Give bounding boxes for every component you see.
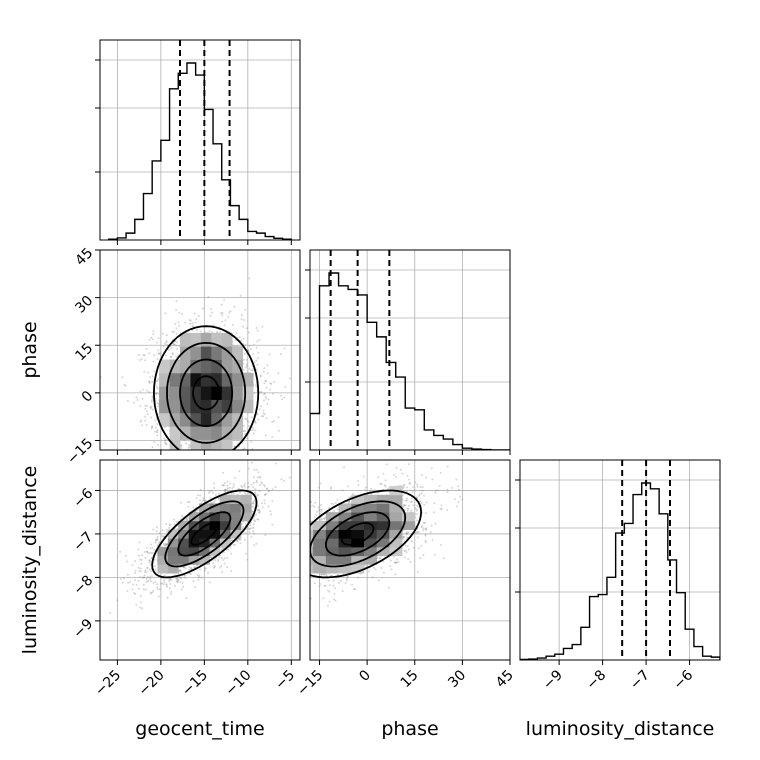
contour-3 bbox=[310, 489, 423, 579]
density-shading bbox=[159, 332, 254, 450]
contour-1 bbox=[177, 511, 232, 557]
scatter-panel-phase-luminosity_distance bbox=[310, 460, 510, 660]
hist-panel-phase bbox=[310, 250, 510, 450]
y-tick-label-phase: 0 bbox=[79, 388, 97, 406]
y-tick-label-phase: −15 bbox=[64, 436, 96, 468]
contour-2 bbox=[166, 341, 247, 444]
density-shading bbox=[157, 494, 252, 574]
histogram-phase bbox=[310, 272, 510, 450]
panel-frame bbox=[99, 249, 301, 451]
histogram-geocent_time bbox=[107, 62, 293, 240]
contour-1 bbox=[179, 358, 234, 428]
y-tick-label-luminosity_distance: −8 bbox=[70, 572, 96, 598]
x-tick-label-luminosity_distance: −8 bbox=[584, 667, 610, 693]
contour-2 bbox=[164, 500, 245, 568]
x-axis-label-luminosity_distance: luminosity_distance bbox=[526, 718, 715, 740]
panel-frame bbox=[309, 459, 511, 661]
contour-0 bbox=[340, 522, 375, 546]
y-axis-label-phase: phase bbox=[19, 321, 41, 378]
y-tick-label-phase: 30 bbox=[72, 293, 96, 317]
x-tick-label-phase: 0 bbox=[356, 667, 374, 685]
contour-0 bbox=[190, 522, 219, 546]
x-tick-label-phase: 30 bbox=[445, 667, 469, 691]
y-axis-label-luminosity_distance: luminosity_distance bbox=[19, 466, 41, 655]
x-tick-label-luminosity_distance: −9 bbox=[540, 667, 566, 693]
x-tick-label-luminosity_distance: −6 bbox=[670, 667, 696, 693]
contour-0 bbox=[192, 375, 220, 411]
hist-panel-geocent_time bbox=[100, 40, 300, 240]
panel-frame bbox=[519, 459, 721, 661]
scatter-panel-geocent_time-phase bbox=[100, 250, 300, 450]
histogram-luminosity_distance bbox=[520, 482, 720, 660]
contour-2 bbox=[310, 500, 407, 568]
density-shading bbox=[310, 486, 416, 574]
x-tick-label-phase: 45 bbox=[493, 667, 517, 691]
x-tick-label-phase: −15 bbox=[294, 667, 326, 699]
panel-frame bbox=[99, 39, 301, 241]
x-tick-label-luminosity_distance: −7 bbox=[627, 667, 653, 693]
y-tick-label-luminosity_distance: −7 bbox=[70, 529, 96, 555]
y-tick-label-luminosity_distance: −9 bbox=[70, 616, 96, 642]
contour-3 bbox=[151, 489, 258, 579]
x-tick-label-geocent_time: −10 bbox=[222, 667, 254, 699]
panel-frame bbox=[99, 459, 301, 661]
x-tick-label-geocent_time: −15 bbox=[179, 667, 211, 699]
x-tick-label-geocent_time: −25 bbox=[92, 667, 124, 699]
contour-1 bbox=[324, 511, 391, 557]
panel-frame bbox=[309, 249, 511, 451]
x-tick-label-geocent_time: −20 bbox=[135, 667, 167, 699]
y-tick-label-luminosity_distance: −6 bbox=[70, 485, 96, 511]
x-axis-label-phase: phase bbox=[381, 718, 438, 740]
scatter-panel-geocent_time-luminosity_distance bbox=[100, 460, 300, 660]
x-axis-label-geocent_time: geocent_time bbox=[135, 718, 264, 740]
x-tick-label-phase: 15 bbox=[398, 667, 422, 691]
hist-panel-luminosity_distance bbox=[520, 460, 720, 660]
y-tick-label-phase: 15 bbox=[72, 340, 96, 364]
y-tick-label-phase: 45 bbox=[72, 245, 96, 269]
contour-3 bbox=[152, 325, 260, 450]
